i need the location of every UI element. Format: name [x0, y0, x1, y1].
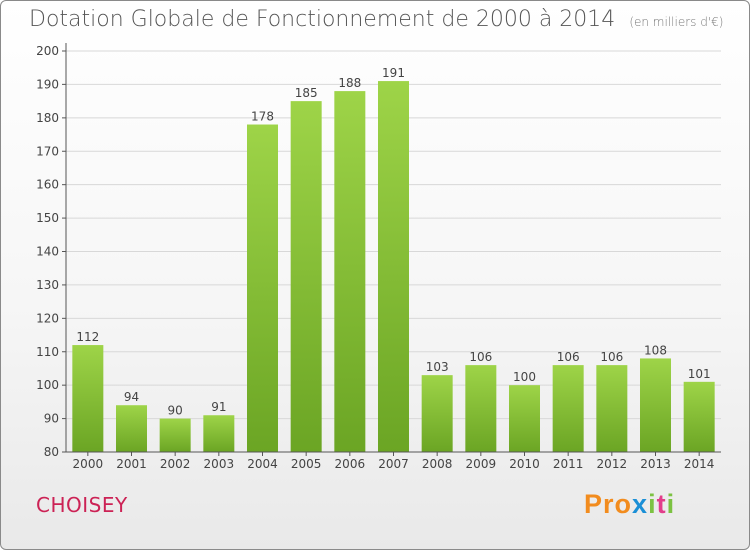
value-label-2003: 91 [211, 400, 226, 414]
y-tick-label: 80 [44, 445, 59, 459]
bar-2012 [596, 365, 628, 452]
y-tick-label: 190 [36, 77, 59, 91]
bar-2006 [334, 91, 366, 452]
value-label-2014: 101 [688, 367, 711, 381]
bar-2009 [465, 365, 497, 452]
x-tick-label-2000: 2000 [73, 457, 104, 471]
y-tick-label: 100 [36, 378, 59, 392]
value-label-2007: 191 [382, 66, 405, 80]
logo-letter: x [632, 489, 649, 519]
logo-letter: o [614, 489, 633, 519]
chart-subtitle: (en milliers d'€) [629, 15, 724, 29]
bar-2010 [509, 385, 540, 452]
bar-2007 [378, 81, 409, 452]
logo-letter: i [648, 489, 657, 519]
proxiti-logo: Proxiti [584, 489, 675, 520]
bar-2005 [290, 101, 322, 452]
y-tick-label: 150 [36, 211, 59, 225]
bar-2011 [552, 365, 584, 452]
logo-letter: i [666, 489, 676, 519]
value-label-2001: 94 [124, 390, 139, 404]
x-tick-label-2003: 2003 [204, 457, 235, 471]
logo-letter: P [584, 489, 604, 519]
bar-2013 [640, 358, 671, 452]
value-label-2005: 185 [295, 86, 318, 100]
value-label-2012: 106 [600, 350, 623, 364]
y-tick-label: 180 [36, 111, 59, 125]
bar-2001 [116, 405, 147, 452]
value-labels: 112 94 90 91 178 185 188 191 103 106 100 106 106 108 1… [76, 66, 710, 418]
x-tick-label-2004: 2004 [247, 457, 278, 471]
value-label-2010: 100 [513, 370, 536, 384]
x-tick-label-2012: 2012 [597, 457, 628, 471]
logo-letter: t [656, 489, 667, 519]
bar-2004 [247, 124, 278, 453]
commune-name: CHOISEY [36, 493, 128, 517]
x-tick-label-2001: 2001 [116, 457, 147, 471]
value-label-2006: 188 [338, 76, 361, 90]
value-label-2013: 108 [644, 343, 667, 357]
bar-2003 [203, 415, 235, 452]
x-tick-label-2005: 2005 [291, 457, 322, 471]
chart-title-text: Dotation Globale de Fonctionnement de 20… [29, 7, 616, 32]
chart-title: Dotation Globale de Fonctionnement de 20… [29, 7, 723, 32]
value-label-2008: 103 [426, 360, 449, 374]
value-label-2011: 106 [557, 350, 580, 364]
value-label-2009: 106 [469, 350, 492, 364]
bar-2000 [72, 345, 104, 452]
bars [72, 81, 715, 453]
y-tick-label: 170 [36, 144, 59, 158]
value-label-2002: 90 [168, 404, 183, 418]
y-tick-label: 110 [36, 345, 59, 359]
bar-2014 [683, 381, 715, 452]
x-tick-label-2009: 2009 [466, 457, 497, 471]
x-tick-label-2008: 2008 [422, 457, 453, 471]
y-tick-label: 140 [36, 245, 59, 259]
axes: 80 90 100 110 120 130 140 150 160 170 180 190 200 200… [36, 43, 721, 471]
bar-2002 [159, 418, 191, 452]
x-tick-label-2013: 2013 [640, 457, 671, 471]
logo-letter: r [603, 489, 615, 519]
x-tick-label-2014: 2014 [684, 457, 715, 471]
y-tick-label: 90 [44, 412, 59, 426]
x-tick-label-2007: 2007 [378, 457, 409, 471]
y-tick-label: 200 [36, 44, 59, 58]
x-tick-label-2002: 2002 [160, 457, 191, 471]
y-tick-label: 120 [36, 311, 59, 325]
x-tick-label-2011: 2011 [553, 457, 584, 471]
value-label-2004: 178 [251, 110, 274, 124]
y-tick-label: 160 [36, 178, 59, 192]
x-tick-label-2010: 2010 [509, 457, 540, 471]
value-label-2000: 112 [76, 330, 99, 344]
bar-2008 [421, 375, 453, 452]
y-tick-label: 130 [36, 278, 59, 292]
x-tick-label-2006: 2006 [335, 457, 366, 471]
